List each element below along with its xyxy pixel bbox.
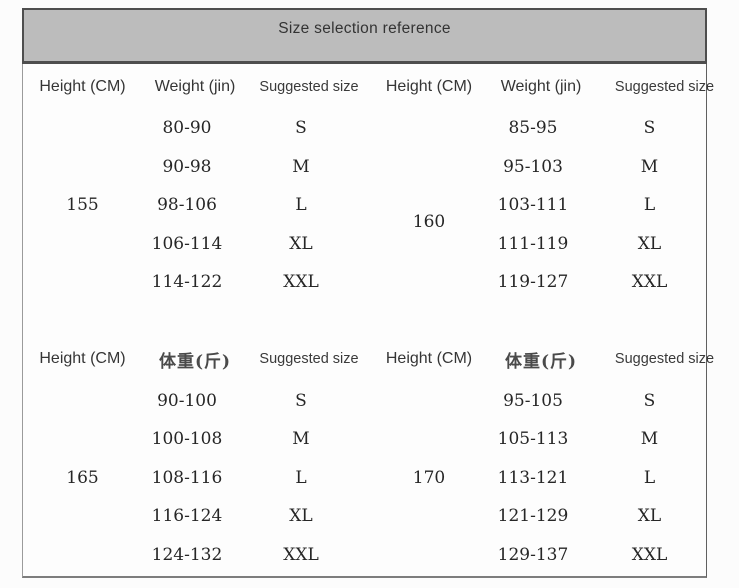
title-bar: Size selection reference [22, 8, 707, 64]
size-value: XL [289, 233, 313, 254]
size-value: M [292, 156, 310, 177]
height-value: 155 [66, 195, 99, 216]
height-value: 160 [412, 212, 446, 233]
height-value: 170 [412, 467, 446, 488]
size-value: XL [637, 233, 662, 254]
column-header-height: Height (CM) [385, 77, 473, 95]
column-header-weight: Weight (jin) [500, 77, 582, 95]
size-value: M [640, 156, 659, 177]
size-value: L [643, 467, 656, 488]
column-header-weight: 体重(斤) [158, 351, 232, 372]
weight-range: 106-114 [151, 233, 223, 254]
size-value: L [295, 195, 307, 216]
size-table-section-1: Height (CM) Weight (jin) Suggested size … [23, 64, 714, 302]
size-table-section-2: Height (CM) 体重(斤) Suggested size Height … [23, 337, 714, 575]
size-value: S [643, 118, 656, 139]
size-value: XL [289, 506, 313, 527]
column-header-size: Suggested size [614, 78, 715, 95]
size-value: M [640, 429, 659, 450]
size-value: S [295, 118, 307, 139]
size-value: XXL [283, 544, 319, 565]
weight-range: 108-116 [151, 467, 223, 488]
size-value: XXL [283, 272, 319, 293]
column-header-weight: 体重(斤) [504, 351, 578, 372]
weight-range: 80-90 [162, 118, 212, 139]
size-value: XXL [631, 544, 668, 565]
size-value: S [295, 390, 307, 411]
column-header-height: Height (CM) [39, 350, 126, 367]
weight-range: 103-111 [497, 195, 569, 216]
weight-range: 113-121 [497, 467, 569, 488]
weight-range: 95-105 [503, 390, 563, 411]
weight-range: 121-129 [497, 506, 569, 527]
size-value: S [643, 390, 656, 411]
size-value: XXL [631, 272, 668, 293]
weight-range: 124-132 [151, 544, 223, 565]
weight-range: 116-124 [151, 506, 223, 527]
weight-range: 111-119 [497, 233, 569, 254]
column-header-size: Suggested size [259, 351, 359, 367]
weight-range: 90-98 [162, 156, 212, 177]
height-value: 165 [66, 467, 99, 488]
size-value: L [295, 467, 307, 488]
column-header-height: Height (CM) [39, 77, 126, 95]
weight-range: 114-122 [151, 272, 223, 293]
weight-range: 105-113 [497, 429, 569, 450]
size-value: L [643, 195, 656, 216]
column-header-size: Suggested size [259, 78, 359, 95]
column-header-weight: Weight (jin) [154, 77, 236, 95]
weight-range: 90-100 [157, 390, 217, 411]
page-title: Size selection reference [278, 19, 451, 37]
weight-range: 95-103 [503, 156, 563, 177]
size-value: XL [637, 506, 662, 527]
weight-range: 85-95 [508, 118, 558, 139]
weight-range: 98-106 [157, 195, 217, 216]
size-value: M [292, 429, 310, 450]
column-header-size: Suggested size [614, 351, 715, 367]
size-table: Height (CM) Weight (jin) Suggested size … [22, 64, 714, 578]
column-header-height: Height (CM) [385, 350, 473, 367]
weight-range: 129-137 [497, 544, 569, 565]
weight-range: 100-108 [151, 429, 223, 450]
weight-range: 119-127 [497, 272, 569, 293]
